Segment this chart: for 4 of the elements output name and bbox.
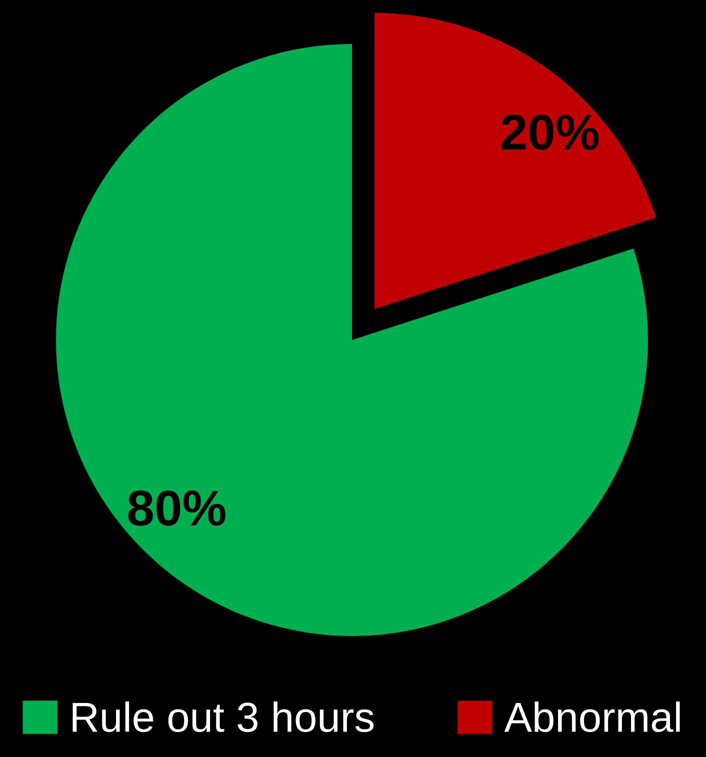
legend-label: Abnormal	[504, 701, 680, 732]
data-label: 80%	[128, 490, 226, 526]
legend-label: Rule out 3 hours	[72, 701, 374, 732]
data-label: 20%	[502, 114, 599, 150]
